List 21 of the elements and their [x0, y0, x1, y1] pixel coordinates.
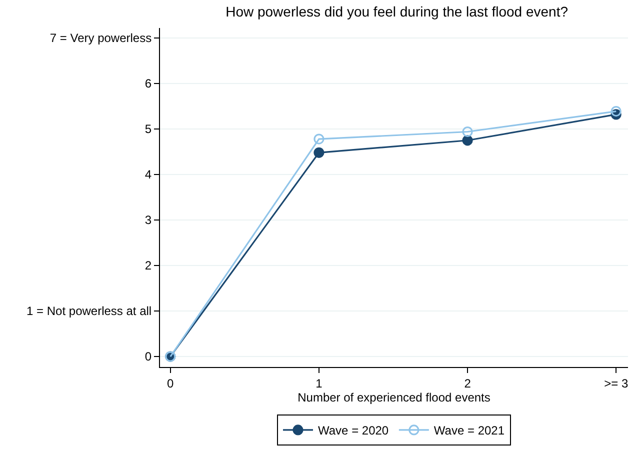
y-tick-label: 6	[144, 76, 152, 91]
point	[462, 126, 473, 138]
x-axis-title: Number of experienced flood events	[298, 390, 490, 404]
point	[314, 134, 324, 144]
x-tick-label: 0	[167, 376, 174, 390]
x-tick-label: >= 3	[604, 376, 628, 390]
y-tick-label: 5	[144, 122, 152, 136]
y-tick-label: 7 = Very powerless	[50, 31, 152, 46]
y-tick-label: 2	[144, 258, 152, 273]
legend-label: Wave = 2020	[318, 424, 389, 438]
y-tick-label: 0	[144, 350, 152, 364]
x-tick-label: 1	[316, 376, 323, 390]
y-tick-label: 1 = Not powerless at all	[26, 304, 152, 318]
x-tick-label: 2	[464, 376, 472, 390]
y-tick-label: 3	[144, 213, 152, 228]
y-tick-label: 4	[144, 168, 152, 182]
legend-label: Wave = 2021	[434, 424, 505, 438]
point	[610, 106, 622, 117]
chart-title: How powerless did you feel during the last flood event?	[226, 4, 568, 20]
point	[314, 147, 324, 158]
point	[462, 135, 473, 146]
